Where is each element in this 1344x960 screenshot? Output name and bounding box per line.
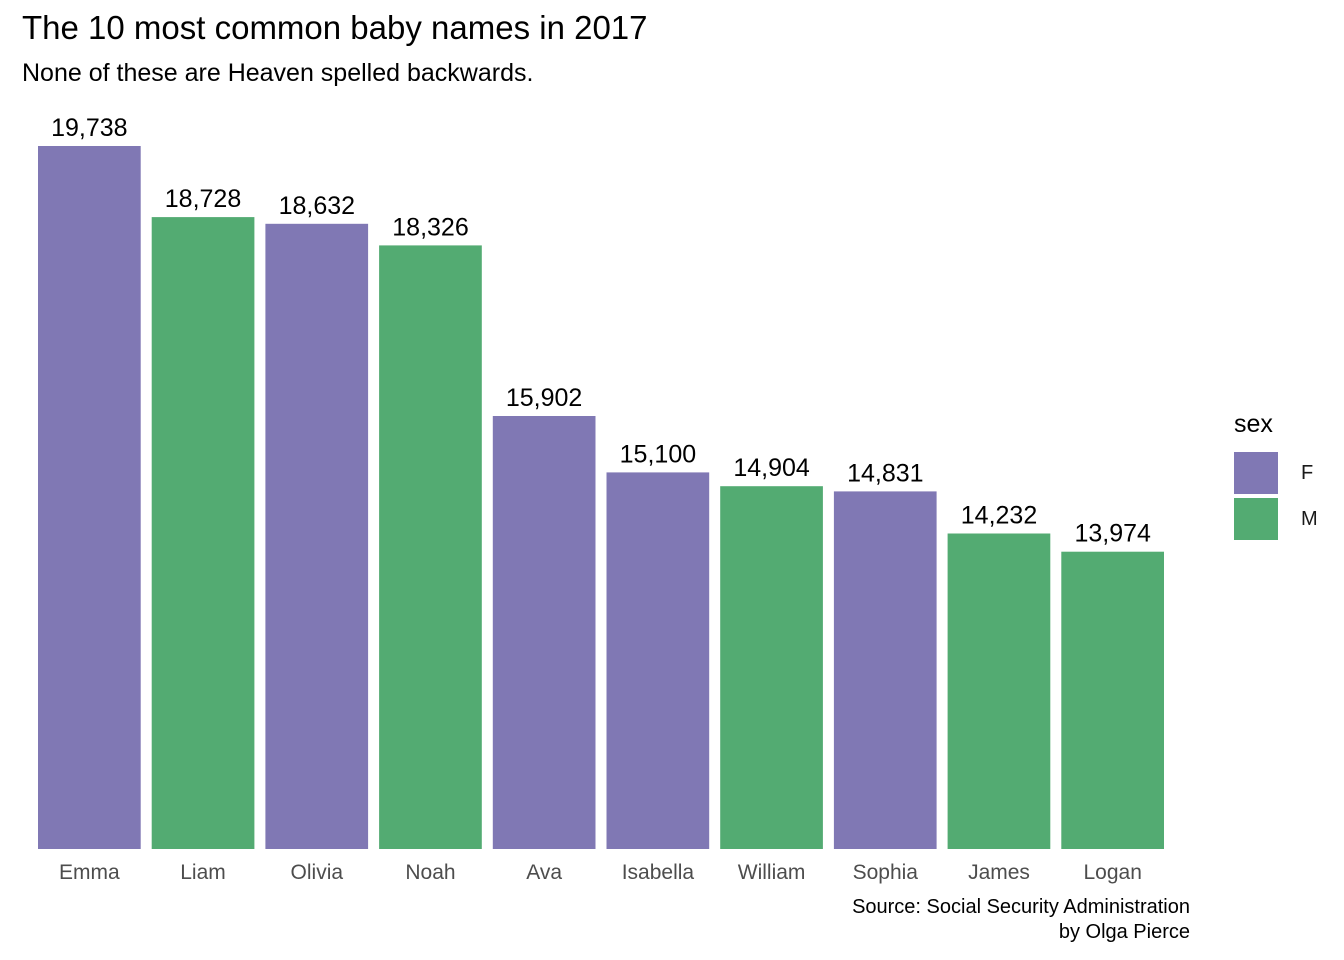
legend-label-f: F	[1301, 461, 1314, 484]
value-label-isabella: 15,100	[620, 440, 696, 468]
tick-label-logan: Logan	[1083, 861, 1141, 884]
value-label-james: 14,232	[961, 502, 1037, 530]
chart-subtitle: None of these are Heaven spelled backwar…	[22, 59, 534, 87]
caption-source: Source: Social Security Administration	[852, 896, 1190, 918]
tick-label-emma: Emma	[59, 861, 120, 884]
caption-author: by Olga Pierce	[1058, 921, 1190, 943]
bar-olivia	[265, 223, 369, 850]
legend-item-m: M	[1234, 498, 1334, 540]
legend-swatch-m	[1234, 498, 1278, 540]
bar-james	[947, 533, 1051, 849]
value-label-liam: 18,728	[165, 185, 241, 213]
legend-item-f: F	[1234, 452, 1334, 494]
value-label-sophia: 14,831	[847, 459, 923, 487]
chart-title: The 10 most common baby names in 2017	[22, 9, 648, 46]
tick-label-william: William	[738, 861, 806, 884]
tick-label-sophia: Sophia	[853, 861, 919, 884]
bar-sophia	[833, 491, 937, 849]
value-label-ava: 15,902	[506, 384, 582, 412]
bar-emma	[38, 146, 141, 849]
bar-william	[720, 486, 823, 849]
bar-isabella	[606, 472, 710, 849]
tick-label-isabella: Isabella	[622, 861, 695, 884]
tick-label-noah: Noah	[405, 861, 455, 884]
value-label-emma: 19,738	[51, 114, 127, 142]
bar-ava	[492, 416, 596, 849]
value-label-noah: 18,326	[392, 213, 468, 241]
bar-liam	[151, 217, 255, 850]
tick-label-olivia: Olivia	[291, 861, 344, 884]
bar-noah	[379, 245, 482, 849]
value-label-olivia: 18,632	[279, 192, 355, 220]
value-label-logan: 13,974	[1074, 520, 1151, 548]
legend-swatch-f	[1234, 452, 1278, 494]
legend-title: sex	[1234, 410, 1273, 438]
chart-caption: Source: Social Security Administration b…	[852, 895, 1190, 945]
legend: sex F M	[1234, 408, 1334, 544]
tick-label-james: James	[968, 861, 1030, 884]
bar-logan	[1061, 551, 1164, 849]
tick-label-liam: Liam	[180, 861, 226, 884]
value-label-william: 14,904	[733, 454, 810, 482]
legend-label-m: M	[1301, 507, 1318, 530]
tick-label-ava: Ava	[526, 861, 562, 884]
